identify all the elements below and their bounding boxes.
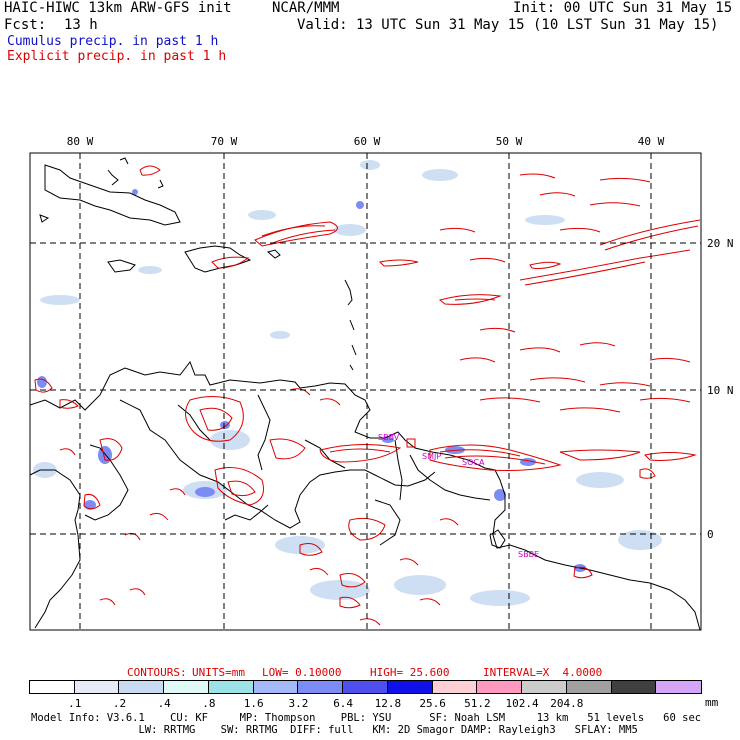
colorbar-swatch	[522, 681, 567, 693]
station-sbbv: SBBV	[378, 433, 400, 442]
contours-low: LOW= 0.10000	[262, 666, 342, 679]
cumulus-heavy-shading	[37, 189, 586, 572]
lat-lon-grid	[30, 153, 701, 630]
contours-interval: INTERVAL=X 4.0000	[483, 666, 603, 679]
colorbar-tick-label: .1	[68, 697, 82, 710]
explicit-legend: Explicit precip. in past 1 h	[7, 49, 227, 64]
colorbar-swatch	[74, 681, 120, 693]
station-smjp: SMJP	[422, 452, 441, 461]
valid-time: Valid: 13 UTC Sun 31 May 15 (10 LST Sun …	[297, 17, 719, 33]
colorbar-tick-label: 1.6	[243, 697, 264, 710]
colorbar-swatch	[119, 681, 165, 693]
contours-label: CONTOURS:	[127, 666, 187, 679]
colorbar-swatch	[30, 681, 75, 693]
lon-label-70w: 70 W	[211, 135, 238, 148]
forecast-hour: 13 h	[64, 17, 98, 33]
colorbar-swatch	[477, 681, 523, 693]
lat-label-10n: 10 N	[707, 384, 734, 397]
colorbar-swatch	[253, 681, 299, 693]
forecast-label: Fcst:	[4, 17, 47, 33]
colorbar-swatch	[387, 681, 433, 693]
model-info-line1: Model Info: V3.6.1 CU: KF MP: Thompson P…	[31, 712, 702, 724]
cumulus-legend: Cumulus precip. in past 1 h	[7, 34, 219, 49]
lon-label-60w: 60 W	[354, 135, 381, 148]
station-markers: SBBV SMJP SOCA SBBE	[378, 433, 539, 559]
colorbar-tick-label: 204.8	[550, 697, 584, 710]
lat-label-20n: 20 N	[707, 237, 734, 250]
contours-units: UNITS=mm	[192, 666, 245, 679]
contours-high: HIGH= 25.600	[370, 666, 450, 679]
model-info-line2: LW: RRTMG SW: RRTMG DIFF: full KM: 2D Sm…	[31, 724, 638, 736]
colorbar-swatch	[164, 681, 209, 693]
colorbar-tick-label: 51.2	[464, 697, 491, 710]
colorbar	[29, 680, 702, 694]
colorbar-tick-label: .2	[112, 697, 127, 710]
colorbar-tick-label: 3.2	[288, 697, 309, 710]
lon-label-80w: 80 W	[67, 135, 94, 148]
colorbar-swatch	[343, 681, 388, 693]
colorbar-unit: mm	[705, 696, 719, 709]
model-title: HAIC-HIWC 13km ARW-GFS init	[4, 0, 232, 16]
colorbar-swatch	[611, 681, 657, 693]
colorbar-tick-label: 25.6	[419, 697, 446, 710]
colorbar-swatch	[208, 681, 254, 693]
colorbar-tick-label: 6.4	[333, 697, 354, 710]
colorbar-tick-label: .4	[157, 697, 171, 710]
colorbar-swatch	[432, 681, 478, 693]
colorbar-tick-label: 12.8	[374, 697, 402, 710]
colorbar-tick-label: .8	[202, 697, 216, 710]
colorbar-swatch	[298, 681, 344, 693]
colorbar-tick-label: 102.4	[505, 697, 539, 710]
explicit-precip-contours	[34, 165, 701, 626]
map-frame	[29, 152, 702, 631]
init-time: Init: 00 UTC Sun 31 May 15	[513, 0, 733, 16]
colorbar-swatch	[656, 681, 701, 693]
station-sbbe: SBBE	[518, 550, 539, 559]
lon-label-40w: 40 W	[638, 135, 665, 148]
station-box-sbbv	[406, 438, 416, 448]
lat-label-0: 0	[707, 528, 714, 541]
lon-label-50w: 50 W	[496, 135, 523, 148]
colorbar-swatch	[566, 681, 612, 693]
org-label: NCAR/MMM	[272, 0, 340, 16]
cumulus-precip-shading	[33, 160, 662, 606]
station-soca: SOCA	[462, 458, 485, 467]
